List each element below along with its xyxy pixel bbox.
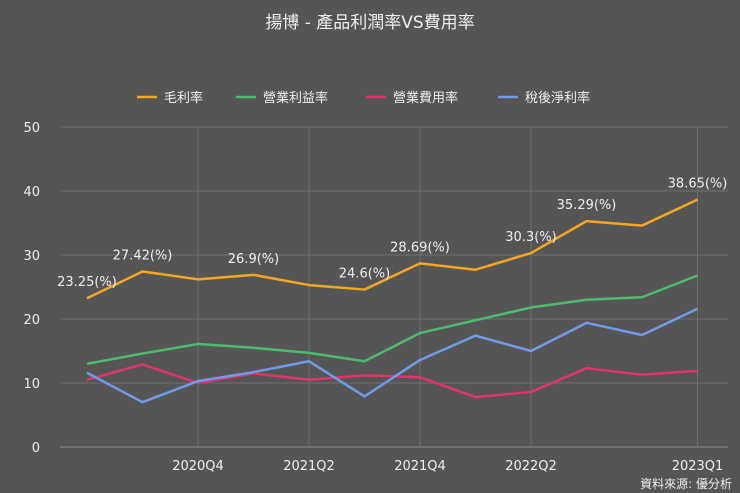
data-label: 24.6(%)	[339, 267, 390, 282]
legend: 毛利率 營業利益率 營業費用率 稅後淨利率	[137, 90, 590, 106]
data-label: 23.25(%)	[57, 275, 117, 290]
x-tick-label: 2021Q2	[283, 459, 335, 474]
y-tick-label: 10	[23, 377, 40, 392]
data-label: 38.65(%)	[668, 177, 728, 192]
legend-label: 營業利益率	[263, 90, 328, 106]
y-tick-label: 40	[23, 185, 40, 200]
data-label: 35.29(%)	[557, 198, 617, 213]
x-tick-label: 2023Q1	[672, 459, 724, 474]
data-label: 26.9(%)	[228, 252, 279, 267]
data-labels: 23.25(%) 27.42(%) 26.9(%) 24.6(%)28.69(%) 30…	[57, 177, 727, 291]
data-label: 30.3(%)	[505, 230, 556, 245]
source-note: 資料來源: 優分析	[640, 477, 732, 491]
chart-title: 揚博 - 產品利潤率VS費用率	[265, 13, 474, 33]
x-tick-label: 2022Q2	[505, 459, 557, 474]
x-tick-label: 2020Q4	[172, 459, 224, 474]
series-line-0	[86, 198, 699, 300]
data-label: 28.69(%)	[390, 240, 450, 255]
axes: 0 10 20 30 40 50 2020Q4 2021Q2 2021Q4 2022Q2 2023Q…	[23, 121, 723, 474]
y-tick-label: 0	[32, 441, 40, 456]
series-line-1	[86, 274, 698, 366]
legend-label: 毛利率	[164, 90, 203, 106]
y-tick-label: 30	[23, 249, 40, 264]
y-tick-label: 20	[23, 313, 40, 328]
data-label: 27.42(%)	[113, 249, 173, 264]
legend-label: 稅後淨利率	[525, 90, 590, 106]
series-lines	[86, 198, 699, 404]
x-tick-label: 2021Q4	[394, 459, 446, 474]
series-line-2	[86, 363, 698, 399]
series-line-3	[86, 307, 699, 404]
legend-label: 營業費用率	[393, 90, 458, 106]
grid	[60, 126, 728, 448]
y-tick-label: 50	[23, 121, 40, 136]
